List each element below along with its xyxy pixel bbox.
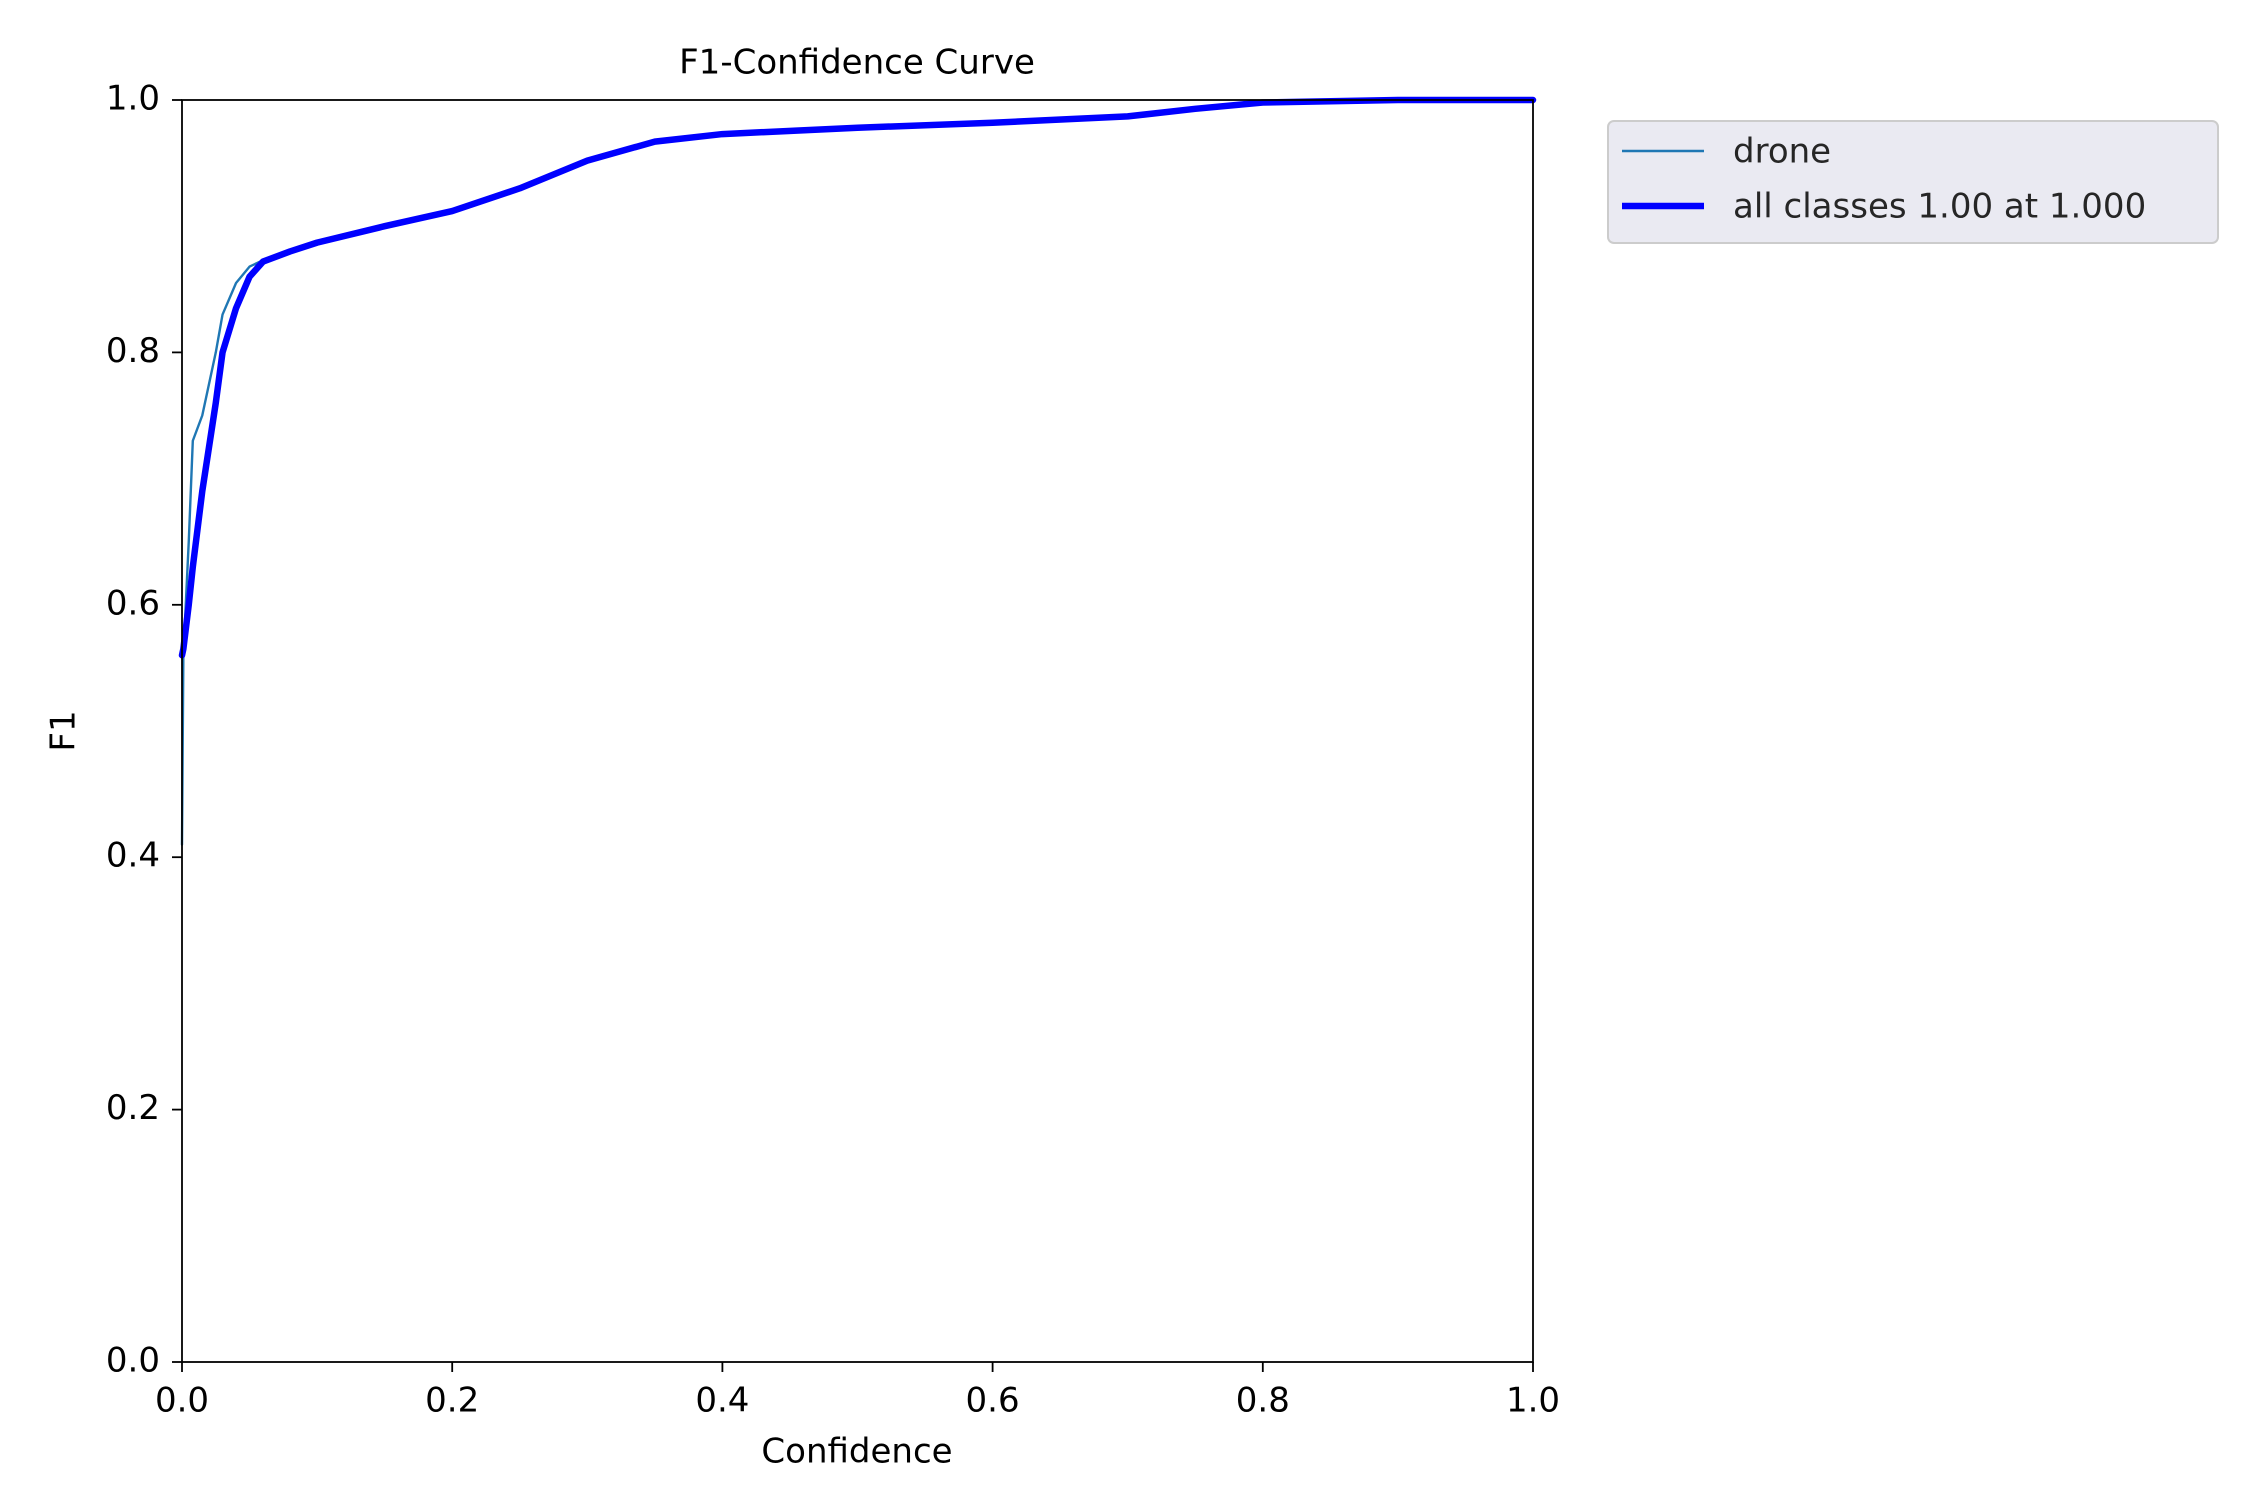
x-tick-label: 1.0 (1506, 1381, 1560, 1421)
y-tick-label: 0.2 (106, 1088, 160, 1128)
y-tick-label: 0.4 (106, 836, 160, 876)
series-line (180, 98, 1535, 846)
x-tick-label: 0.6 (966, 1381, 1020, 1421)
y-axis-label: F1 (44, 710, 84, 751)
y-tick-label: 1.0 (106, 79, 160, 119)
x-tick-label: 0.0 (155, 1381, 209, 1421)
plot-frame (181, 99, 1534, 1363)
x-tick-label: 0.4 (695, 1381, 749, 1421)
y-tick-label: 0.6 (106, 583, 160, 623)
y-tick-label: 0.8 (106, 331, 160, 371)
legend-label: all classes 1.00 at 1.000 (1733, 187, 2146, 227)
x-axis-label: Confidence (761, 1432, 952, 1472)
legend-label: drone (1733, 132, 1831, 172)
legend-box (1607, 120, 2219, 244)
x-tick-label: 0.2 (425, 1381, 479, 1421)
series-line (178, 96, 1537, 659)
x-tick-label: 0.8 (1236, 1381, 1290, 1421)
chart-title: F1-Confidence Curve (679, 43, 1035, 83)
y-tick-label: 0.0 (106, 1341, 160, 1381)
